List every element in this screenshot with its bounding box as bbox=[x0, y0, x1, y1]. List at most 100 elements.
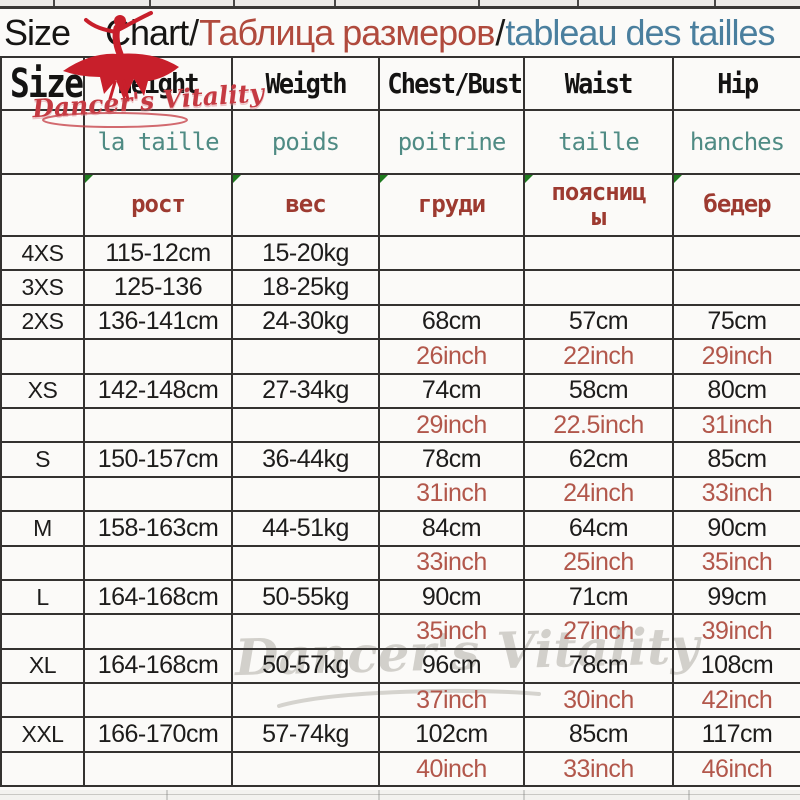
header-row-russian: рост вес груди поясницы бедер bbox=[0, 173, 800, 237]
header-ru-cell: вес bbox=[231, 173, 380, 237]
cell bbox=[231, 682, 380, 719]
cell: 108cm bbox=[672, 647, 800, 685]
cell: 164-168cm bbox=[83, 647, 233, 685]
cell: 50-57kg bbox=[231, 647, 380, 685]
cell: 4XS bbox=[0, 234, 85, 272]
green-triangle-icon bbox=[85, 175, 93, 183]
title-french: tableau des tailles bbox=[505, 11, 775, 53]
cell bbox=[523, 234, 674, 272]
size-row-s: S 150-157cm 36-44kg 78cm 62cm 85cm bbox=[0, 441, 800, 478]
cell bbox=[378, 234, 525, 272]
cell: 22inch bbox=[523, 338, 674, 375]
header-row-english: Size Height Weigth Chest/Bust Waist Hip bbox=[0, 56, 800, 111]
cell: XS bbox=[0, 372, 85, 409]
grid-tick bbox=[378, 790, 380, 800]
cell: 2XS bbox=[0, 303, 85, 341]
cell: 15-20kg bbox=[231, 234, 380, 272]
cell: 96cm bbox=[378, 647, 525, 685]
cell bbox=[83, 750, 233, 788]
header-fr-cell bbox=[0, 109, 85, 175]
cell bbox=[0, 613, 85, 650]
cell: 125-136 bbox=[83, 269, 233, 306]
cell: 50-55kg bbox=[231, 578, 380, 616]
cell bbox=[231, 475, 380, 513]
grid-tick bbox=[53, 0, 55, 6]
size-row-xl: XL 164-168cm 50-57kg 96cm 78cm 108cm bbox=[0, 647, 800, 685]
grid-tick bbox=[688, 790, 690, 800]
cell: 33inch bbox=[523, 750, 674, 788]
cell bbox=[0, 750, 85, 788]
cell: 74cm bbox=[378, 372, 525, 409]
cell: 85cm bbox=[672, 441, 800, 478]
title-slash: / bbox=[495, 11, 505, 53]
cell: 68cm bbox=[378, 303, 525, 341]
cell: 22.5inch bbox=[523, 406, 674, 444]
cell bbox=[523, 269, 674, 306]
cell: XXL bbox=[0, 716, 85, 753]
cell: 29inch bbox=[378, 406, 525, 444]
inch-row-s: 31inch 24inch 33inch bbox=[0, 475, 800, 513]
size-row-l: L 164-168cm 50-55kg 90cm 71cm 99cm bbox=[0, 578, 800, 616]
cell: 31inch bbox=[672, 406, 800, 444]
cell: 33inch bbox=[378, 544, 525, 581]
title-russian: Таблица размеров bbox=[199, 11, 495, 53]
cell: 27inch bbox=[523, 613, 674, 650]
cell bbox=[231, 750, 380, 788]
cell: 18-25kg bbox=[231, 269, 380, 306]
cell: 78cm bbox=[378, 441, 525, 478]
grid-tick bbox=[478, 0, 480, 6]
header-row-french: la taille poids poitrine taille hanches bbox=[0, 109, 800, 175]
faint-grid-line bbox=[0, 794, 800, 795]
cell bbox=[83, 406, 233, 444]
cell: M bbox=[0, 510, 85, 547]
cell: 166-170cm bbox=[83, 716, 233, 753]
cell: 90cm bbox=[378, 578, 525, 616]
size-row-m: M 158-163cm 44-51kg 84cm 64cm 90cm bbox=[0, 510, 800, 547]
cell bbox=[378, 269, 525, 306]
cell: 85cm bbox=[523, 716, 674, 753]
header-waist: Waist bbox=[523, 56, 674, 111]
size-row-3xs: 3XS 125-136 18-25kg bbox=[0, 269, 800, 306]
cell: 142-148cm bbox=[83, 372, 233, 409]
cell: 33inch bbox=[672, 475, 800, 513]
cell: 117cm bbox=[672, 716, 800, 753]
header-fr-cell: la taille bbox=[83, 109, 233, 175]
cell: 136-141cm bbox=[83, 303, 233, 341]
header-ru-cell: поясницы bbox=[523, 173, 674, 237]
grid-tick bbox=[334, 0, 336, 6]
cell: 62cm bbox=[523, 441, 674, 478]
cell: 58cm bbox=[523, 372, 674, 409]
cell: 24inch bbox=[523, 475, 674, 513]
inch-row-xs: 29inch 22.5inch 31inch bbox=[0, 406, 800, 444]
cell: 27-34kg bbox=[231, 372, 380, 409]
grid-tick bbox=[577, 0, 579, 6]
cell: 71cm bbox=[523, 578, 674, 616]
size-chart-table: Size Height Weigth Chest/Bust Waist Hip … bbox=[0, 56, 800, 788]
cell: 164-168cm bbox=[83, 578, 233, 616]
header-ru-cell bbox=[0, 173, 85, 237]
cell bbox=[231, 406, 380, 444]
green-triangle-icon bbox=[233, 175, 241, 183]
size-row-4xs: 4XS 115-12cm 15-20kg bbox=[0, 234, 800, 272]
cell bbox=[0, 338, 85, 375]
cell: 40inch bbox=[378, 750, 525, 788]
cell: 90cm bbox=[672, 510, 800, 547]
cell: 78cm bbox=[523, 647, 674, 685]
cell: 46inch bbox=[672, 750, 800, 788]
cell: 29inch bbox=[672, 338, 800, 375]
header-fr-cell: poids bbox=[231, 109, 380, 175]
cell: 37inch bbox=[378, 682, 525, 719]
cell: 64cm bbox=[523, 510, 674, 547]
header-ru-cell: груди bbox=[378, 173, 525, 237]
cell bbox=[83, 682, 233, 719]
inch-row-2xs: 26inch 22inch 29inch bbox=[0, 338, 800, 375]
cell: 36-44kg bbox=[231, 441, 380, 478]
inch-row-l: 35inch 27inch 39inch bbox=[0, 613, 800, 650]
cell bbox=[231, 544, 380, 581]
cell bbox=[83, 544, 233, 581]
cell: 102cm bbox=[378, 716, 525, 753]
cell bbox=[83, 338, 233, 375]
cell bbox=[83, 475, 233, 513]
cell bbox=[672, 234, 800, 272]
header-fr-cell: hanches bbox=[672, 109, 800, 175]
